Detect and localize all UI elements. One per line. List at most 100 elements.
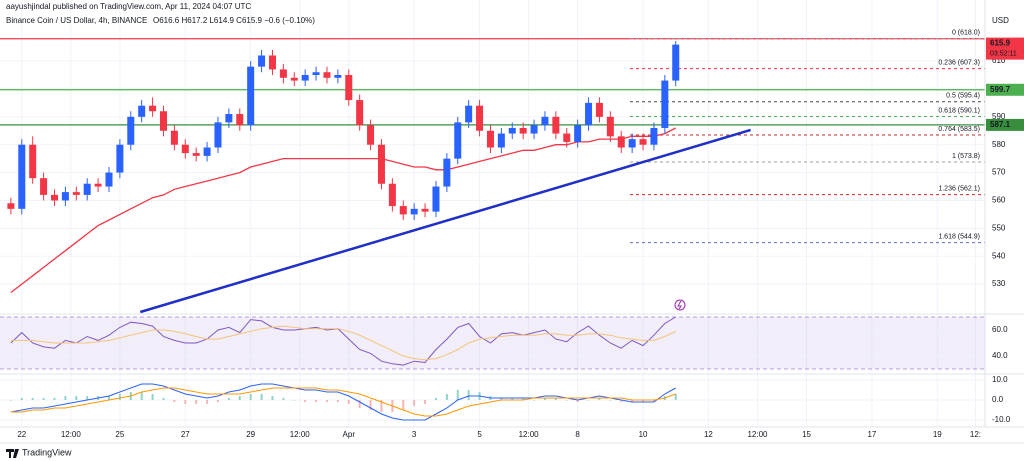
candle-body [585, 102, 593, 126]
x-tick-label: 5 [477, 430, 482, 439]
candle-body [388, 183, 396, 207]
candle-body [465, 105, 473, 123]
rsi-band [0, 317, 985, 370]
y-tick-label: 560 [992, 196, 1006, 205]
brand-logo [6, 449, 19, 458]
histogram-bar [315, 400, 318, 402]
event-icon-bolt [677, 300, 682, 310]
histogram-bar [118, 394, 121, 400]
countdown: 03:52:11 [990, 50, 1017, 57]
candle-body [290, 77, 298, 81]
histogram-bar [271, 396, 274, 400]
histogram-bar [216, 400, 219, 402]
histogram-bar [238, 396, 241, 400]
indicator-line [10, 316, 676, 366]
x-tick-label: 15 [802, 430, 811, 439]
ohlc-values: O616.6 H617.2 L614.9 C615.9 −0.6 (−0.10%… [153, 16, 315, 25]
fib-label: 1.236 (562.1) [938, 185, 980, 192]
candle-body [159, 111, 167, 131]
candle-body [519, 127, 527, 134]
candle-body [279, 69, 287, 78]
candle-body [138, 105, 146, 117]
moving-average [10, 127, 676, 294]
histogram-bar [424, 400, 427, 404]
candle-body [127, 116, 135, 145]
y-tick-label: 530 [992, 279, 1006, 288]
histogram-bar [336, 400, 339, 402]
candle-body [628, 139, 636, 148]
x-tick-label: 12:00 [290, 430, 311, 439]
y-tick-label: 570 [992, 168, 1006, 177]
candle-body [486, 130, 494, 148]
histogram-bar [227, 398, 230, 400]
fib-label: 1 (573.8) [952, 153, 980, 160]
candle-body [268, 55, 276, 70]
candle-body [552, 116, 560, 134]
x-tick-label: 25 [115, 430, 124, 439]
x-tick-label: 29 [246, 430, 255, 439]
candle-body [323, 72, 331, 78]
event-icon[interactable] [674, 299, 686, 311]
histogram-bar [162, 398, 165, 400]
x-tick-label: 27 [181, 430, 190, 439]
histogram-bar [587, 400, 590, 401]
y-tick-label: 610 [992, 56, 1006, 65]
y-tick-label: 590 [992, 112, 1006, 121]
x-tick-label: 12:00 [747, 430, 768, 439]
candle-body [639, 139, 647, 145]
y-tick-label: 40.0 [992, 351, 1008, 360]
histogram-bar [173, 400, 176, 402]
candle-body [367, 125, 375, 145]
histogram-bar [554, 398, 557, 400]
indicator-line [10, 325, 676, 361]
candle-body [476, 105, 484, 131]
candle-body [50, 194, 58, 201]
candle-body [61, 192, 69, 201]
candle-body [443, 158, 451, 187]
brand-name: TradingView [22, 447, 72, 457]
candle-body [214, 122, 222, 148]
last-price-tag [986, 37, 1024, 60]
candle-body [508, 127, 516, 134]
histogram-bar [565, 400, 568, 401]
histogram-bar [511, 398, 514, 400]
candle-body [617, 136, 625, 148]
histogram-bar [380, 400, 383, 412]
histogram-bar [107, 396, 110, 400]
histogram-bar [576, 400, 579, 402]
histogram-bar [20, 398, 23, 400]
x-tick-label: 12: [970, 430, 981, 439]
x-tick-label: 22 [17, 430, 26, 439]
candle-body [541, 116, 549, 126]
histogram-bar [445, 394, 448, 400]
candle-body [312, 72, 320, 76]
histogram-bar [467, 390, 470, 400]
histogram-bar [598, 398, 601, 400]
histogram-bar [184, 400, 187, 404]
candle-body [563, 133, 571, 142]
histogram-bar [609, 400, 612, 401]
candle-body [40, 178, 48, 195]
histogram-bar [620, 400, 623, 402]
trendline [139, 128, 752, 314]
histogram-bar [543, 398, 546, 400]
histogram-bar [206, 400, 209, 404]
histogram-bar [631, 400, 634, 402]
y-tick-label: 60.0 [992, 325, 1008, 334]
x-tick-label: Apr [343, 430, 356, 439]
fib-label: 0.764 (583.5) [938, 126, 980, 133]
candle-body [247, 66, 255, 126]
candle-body [377, 144, 385, 184]
candle-body [170, 130, 178, 145]
x-tick-label: 17 [867, 430, 876, 439]
histogram-bar [151, 394, 154, 400]
histogram-bar [64, 396, 67, 400]
candle-body [29, 144, 37, 179]
histogram-bar [140, 392, 143, 400]
candle-body [497, 133, 505, 148]
histogram-bar [75, 396, 78, 400]
indicator-line [10, 387, 676, 417]
histogram-bar [9, 400, 12, 401]
